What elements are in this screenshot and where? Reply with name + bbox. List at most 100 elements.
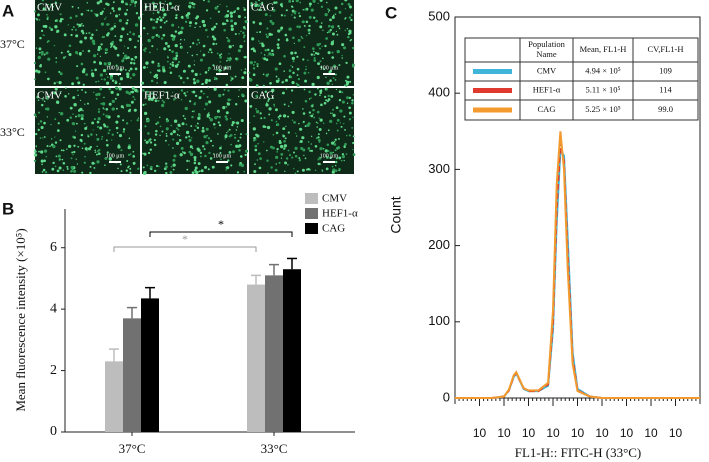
cell-dot	[236, 121, 240, 125]
cell-dot	[229, 11, 234, 15]
cell-dot	[97, 48, 101, 52]
cell-dot	[95, 29, 98, 32]
cell-dot	[132, 32, 136, 36]
cell-dot	[151, 60, 155, 64]
cell-dot	[212, 42, 215, 46]
cell-dot	[157, 64, 161, 68]
cell-dot	[241, 93, 244, 97]
cell-dot	[80, 29, 84, 33]
cell-dot	[212, 144, 214, 147]
cell-dot	[159, 125, 162, 128]
cell-dot	[93, 54, 97, 58]
cell-dot	[72, 96, 76, 99]
cell-dot	[138, 128, 141, 131]
cell-dot	[326, 31, 329, 34]
cell-dot	[228, 45, 232, 49]
cell-dot	[327, 8, 330, 11]
cell-dot	[283, 14, 286, 17]
cell-dot	[125, 21, 129, 25]
cell-dot	[271, 88, 275, 93]
cell-dot	[93, 118, 96, 121]
cell-dot	[36, 96, 39, 99]
cell-dot	[46, 16, 49, 19]
cell-dot	[158, 165, 160, 168]
x-tick-label: 10	[546, 426, 560, 440]
cell-dot	[178, 139, 182, 142]
cell-dot	[301, 136, 305, 140]
cell-dot	[307, 30, 310, 33]
cell-dot	[129, 31, 132, 34]
cell-dot	[202, 23, 206, 27]
panel-label: B	[2, 199, 14, 218]
cell-dot	[107, 65, 110, 68]
cell-dot	[169, 63, 172, 65]
cell-dot	[171, 61, 174, 64]
scale-bar-label: 100 μm	[320, 153, 339, 159]
cell-dot	[293, 16, 296, 19]
cell-dot	[84, 103, 86, 105]
cell-dot	[92, 91, 95, 94]
cell-dot	[104, 164, 106, 166]
cell-dot	[184, 20, 188, 23]
cell-dot	[183, 39, 186, 41]
cell-dot	[219, 3, 221, 6]
cell-dot	[112, 1, 115, 4]
cell-dot	[172, 129, 176, 134]
cell-dot	[252, 73, 256, 77]
cell-dot	[185, 136, 188, 139]
cell-dot	[76, 163, 79, 165]
cell-dot	[230, 143, 232, 146]
cell-dot	[311, 82, 315, 87]
cell-dot	[110, 46, 112, 48]
cell-dot	[348, 118, 352, 121]
cell-dot	[132, 58, 135, 61]
cell-dot	[215, 66, 218, 68]
cell-dot	[150, 79, 154, 83]
cell-dot	[262, 84, 265, 87]
cell-dot	[141, 13, 144, 16]
cell-dot	[147, 151, 151, 155]
cell-dot	[325, 155, 329, 159]
cell-dot	[80, 139, 83, 143]
cell-dot	[179, 42, 182, 45]
cell-dot	[236, 171, 240, 174]
cell-dot	[270, 53, 274, 57]
cell-dot	[325, 37, 328, 40]
cell-dot	[37, 55, 41, 60]
cell-dot	[224, 138, 226, 140]
cell-dot	[334, 73, 337, 76]
cell-dot	[291, 9, 295, 13]
cell-dot	[56, 29, 60, 33]
cell-dot	[127, 166, 130, 169]
cell-dot	[102, 107, 105, 109]
cell-dot	[270, 166, 273, 169]
cell-dot	[137, 40, 140, 42]
cell-dot	[104, 51, 107, 55]
cell-dot	[257, 143, 259, 145]
cell-dot	[77, 94, 79, 97]
cell-dot	[337, 146, 341, 150]
cell-dot	[161, 8, 166, 12]
cell-dot	[332, 108, 335, 111]
cell-dot	[147, 132, 150, 135]
cell-dot	[269, 145, 273, 149]
cell-dot	[176, 133, 179, 136]
table-cell: CAG	[538, 104, 556, 114]
cell-dot	[326, 1, 328, 4]
cell-dot	[148, 51, 151, 54]
cell-dot	[59, 139, 62, 142]
table-cell: 4.94 × 10⁵	[585, 65, 620, 75]
cell-dot	[332, 64, 337, 68]
cell-dot	[254, 1, 258, 4]
cell-dot	[298, 157, 301, 160]
cell-dot	[290, 75, 293, 79]
cell-dot	[208, 117, 211, 119]
y-tick-label: 4	[50, 301, 57, 316]
cell-dot	[293, 121, 296, 124]
cell-dot	[262, 125, 266, 128]
cell-dot	[316, 52, 320, 56]
cell-dot	[149, 141, 153, 144]
cell-dot	[122, 57, 126, 60]
cell-dot	[80, 113, 84, 118]
tile-label: HEF1-α	[144, 90, 180, 102]
